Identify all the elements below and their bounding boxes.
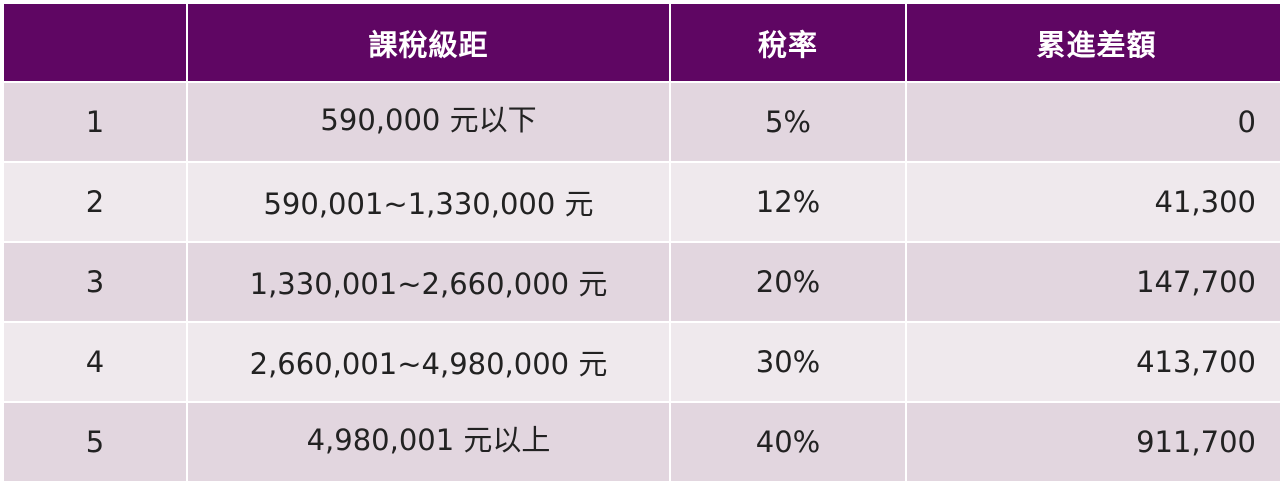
- table-row: 4 2,660,001~4,980,000 元 30% 413,700: [2, 321, 1280, 403]
- table-row: 5 4,980,001 元以上 40% 911,700: [2, 401, 1280, 483]
- header-row: 課稅級距 稅率 累進差額: [2, 2, 1280, 83]
- row-progressive-difference-cell: 41,300: [905, 161, 1280, 243]
- table-row: 2 590,001~1,330,000 元 12% 41,300: [2, 161, 1280, 243]
- row-progressive-difference-cell: 0: [905, 81, 1280, 163]
- row-bracket-cell: 1,330,001~2,660,000 元: [186, 241, 671, 323]
- row-rate-cell: 5%: [669, 81, 907, 163]
- row-index-cell: 4: [2, 321, 188, 403]
- row-bracket-cell: 590,001~1,330,000 元: [186, 161, 671, 243]
- row-rate-cell: 40%: [669, 401, 907, 483]
- table-header: 課稅級距 稅率 累進差額: [2, 2, 1280, 83]
- row-index-cell: 3: [2, 241, 188, 323]
- row-rate-cell: 12%: [669, 161, 907, 243]
- row-index-cell: 1: [2, 81, 188, 163]
- row-progressive-difference-cell: 413,700: [905, 321, 1280, 403]
- row-progressive-difference-cell: 911,700: [905, 401, 1280, 483]
- row-bracket-cell: 590,000 元以下: [186, 81, 671, 163]
- table-body: 1 590,000 元以下 5% 0 2 590,001~1,330,000 元…: [2, 81, 1280, 483]
- row-bracket-cell: 4,980,001 元以上: [186, 401, 671, 483]
- row-progressive-difference-cell: 147,700: [905, 241, 1280, 323]
- row-rate-cell: 20%: [669, 241, 907, 323]
- table-row: 1 590,000 元以下 5% 0: [2, 81, 1280, 163]
- table-row: 3 1,330,001~2,660,000 元 20% 147,700: [2, 241, 1280, 323]
- row-bracket-cell: 2,660,001~4,980,000 元: [186, 321, 671, 403]
- row-index-cell: 2: [2, 161, 188, 243]
- row-rate-cell: 30%: [669, 321, 907, 403]
- header-progressive-difference-cell: 累進差額: [905, 2, 1280, 83]
- header-index-cell: [2, 2, 188, 83]
- header-bracket-cell: 課稅級距: [186, 2, 671, 83]
- row-index-cell: 5: [2, 401, 188, 483]
- header-rate-cell: 稅率: [669, 2, 907, 83]
